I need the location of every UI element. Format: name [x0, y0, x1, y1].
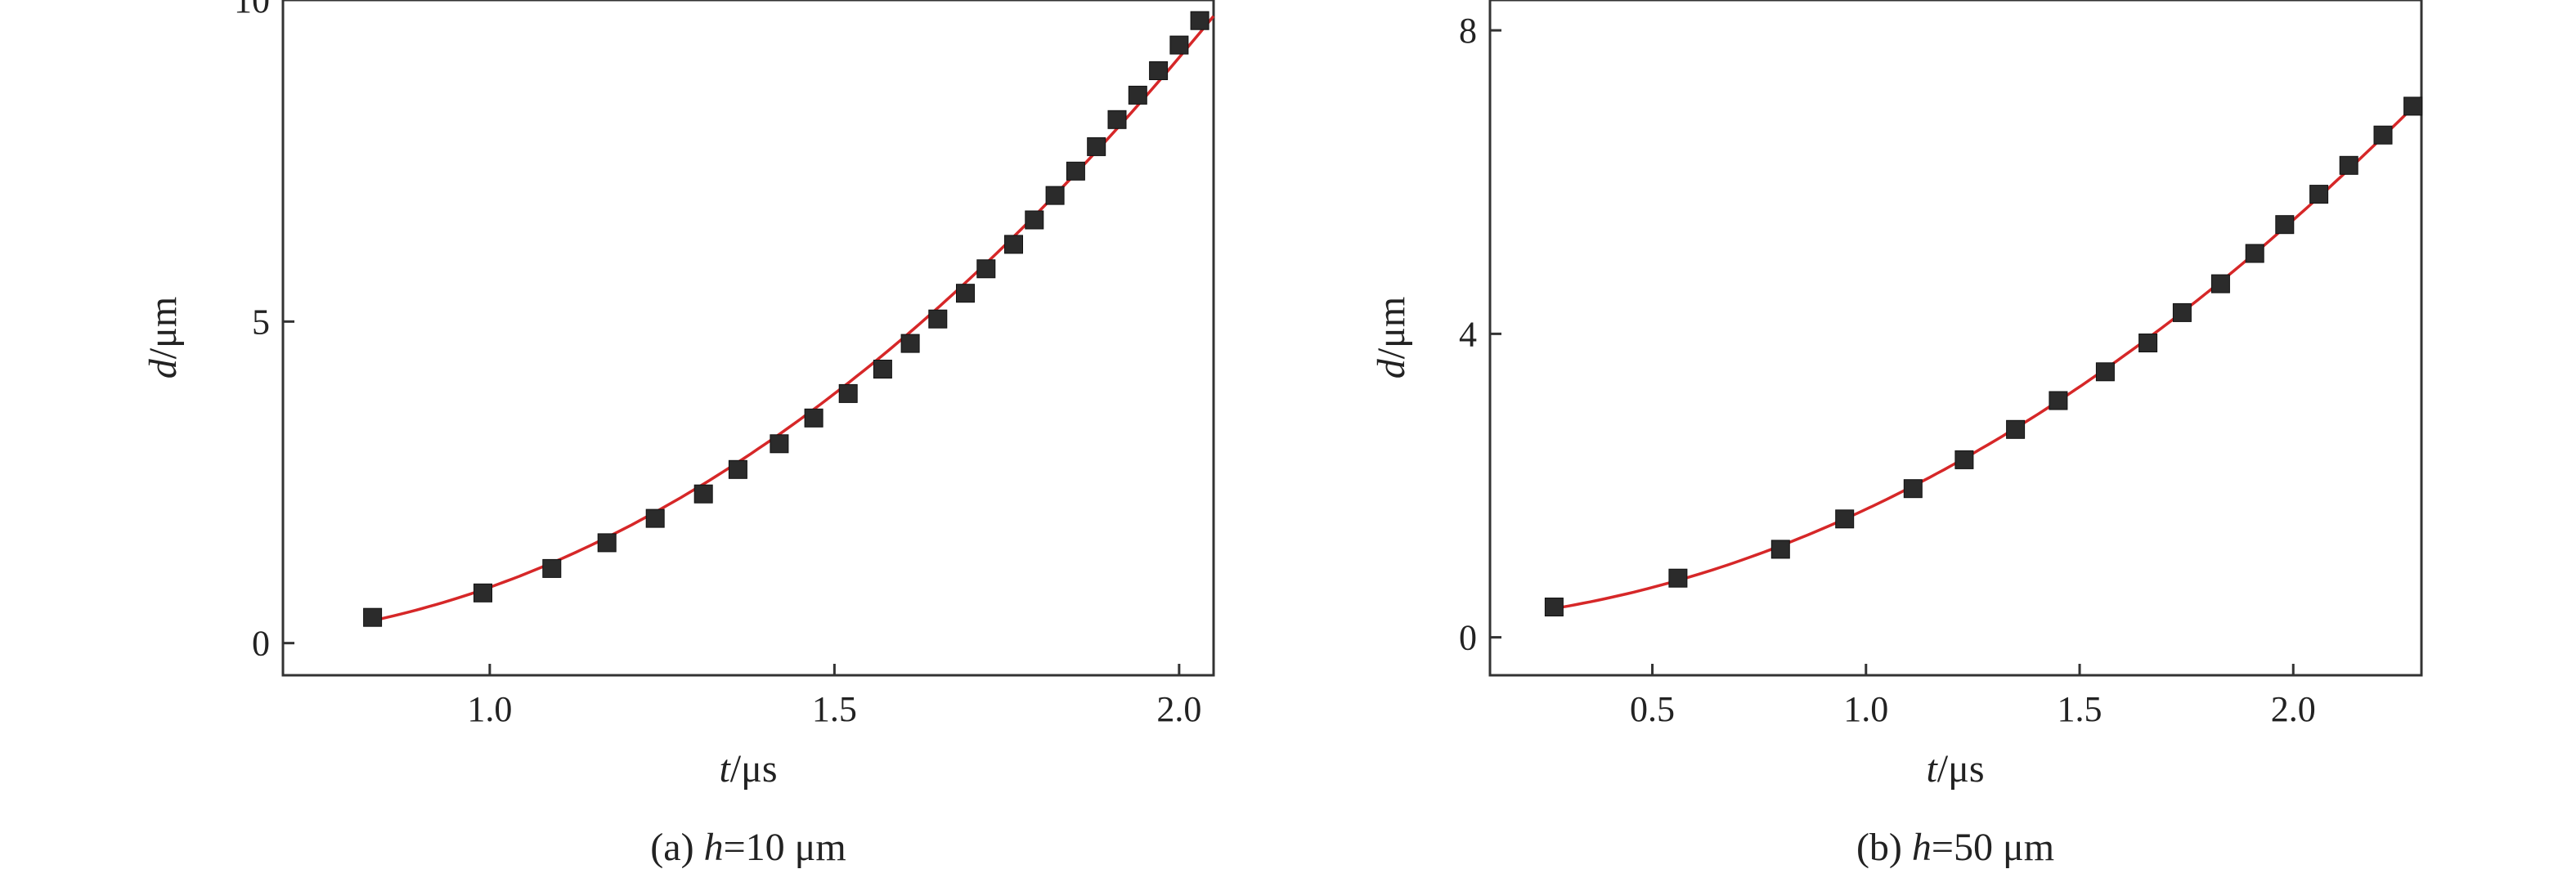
data-point-b [1835, 509, 1855, 529]
data-point-a [728, 459, 747, 479]
data-point-a [1128, 85, 1147, 105]
data-point-b [2095, 362, 2115, 382]
data-point-a [900, 334, 920, 353]
data-point-a [770, 434, 789, 454]
data-point-b [1770, 540, 1790, 559]
data-point-a [956, 284, 975, 303]
data-point-a [1190, 11, 1209, 30]
data-point-a [873, 360, 892, 379]
x-axis-label-a: t/μs [719, 747, 777, 791]
data-points-b [1544, 96, 2423, 616]
data-point-a [473, 583, 492, 603]
data-point-a [693, 484, 713, 504]
y-tick-label-a: 10 [234, 0, 270, 20]
x-tick-label-a: 1.5 [812, 689, 857, 729]
y-axis-label-b: d/μm [1370, 297, 1413, 379]
data-point-a [1025, 210, 1044, 230]
y-tick-label-a: 5 [252, 302, 270, 342]
data-point-a [928, 309, 948, 329]
y-tick-label-b: 4 [1459, 314, 1477, 354]
panel-a: 1.0 1.5 2.0 0 5 10 t/μs d/μm (a) h=10 μm [141, 0, 1215, 869]
data-point-a [838, 383, 858, 403]
data-point-a [363, 607, 383, 627]
y-tick-label-a: 0 [252, 624, 270, 664]
data-point-a [542, 558, 562, 578]
data-point-a [1169, 35, 1189, 55]
data-point-b [1544, 598, 1564, 616]
y-tick-label-b: 8 [1459, 11, 1477, 51]
data-point-b [2049, 391, 2068, 410]
data-point-b [1903, 479, 1923, 499]
plot-frame-b [1488, 0, 2423, 677]
data-point-b [2210, 274, 2230, 293]
x-axis-label-b: t/μs [1926, 747, 1984, 791]
fit-curve-b [1554, 97, 2423, 611]
panel-b: 0.5 1.0 1.5 2.0 0 4 8 t/μs d/μm (b) h=50 μm [1370, 0, 2423, 869]
data-point-b [2373, 125, 2393, 145]
data-point-a [804, 408, 824, 428]
data-point-b [2275, 215, 2295, 235]
data-point-a [1066, 161, 1085, 181]
x-tick-label-b: 1.5 [2058, 689, 2103, 729]
x-tick-label-b: 0.5 [1630, 689, 1675, 729]
data-point-a [597, 533, 617, 553]
data-point-b [2403, 96, 2423, 116]
data-point-b [1668, 568, 1688, 588]
data-points-a [363, 11, 1209, 627]
data-point-a [1045, 186, 1065, 205]
data-point-b [2006, 419, 2026, 439]
data-point-a [1087, 137, 1106, 156]
plot-frame-a [281, 0, 1215, 677]
data-point-a [976, 259, 996, 279]
data-point-b [2172, 302, 2192, 322]
y-tick-label-b: 0 [1459, 618, 1477, 658]
y-axis-label-a: d/μm [141, 297, 185, 379]
caption-a: (a) h=10 μm [650, 826, 846, 869]
x-tick-label-a: 2.0 [1156, 689, 1201, 729]
ticks-a: 1.0 1.5 2.0 0 5 10 [234, 0, 1201, 729]
data-point-b [2245, 244, 2264, 263]
x-tick-label-b: 1.0 [1843, 689, 1888, 729]
data-point-b [2309, 185, 2329, 204]
data-point-a [1149, 61, 1169, 80]
data-point-a [1107, 110, 1127, 129]
fit-curve-a [372, 15, 1215, 622]
data-point-b [1954, 450, 1974, 469]
data-point-a [645, 508, 665, 528]
ticks-b: 0.5 1.0 1.5 2.0 0 4 8 [1459, 11, 2316, 729]
caption-b: (b) h=50 μm [1856, 826, 2054, 869]
x-tick-label-b: 2.0 [2271, 689, 2316, 729]
data-point-a [1004, 235, 1023, 254]
data-point-b [2138, 334, 2158, 352]
data-point-b [2339, 155, 2358, 175]
x-tick-label-a: 1.0 [467, 689, 512, 729]
